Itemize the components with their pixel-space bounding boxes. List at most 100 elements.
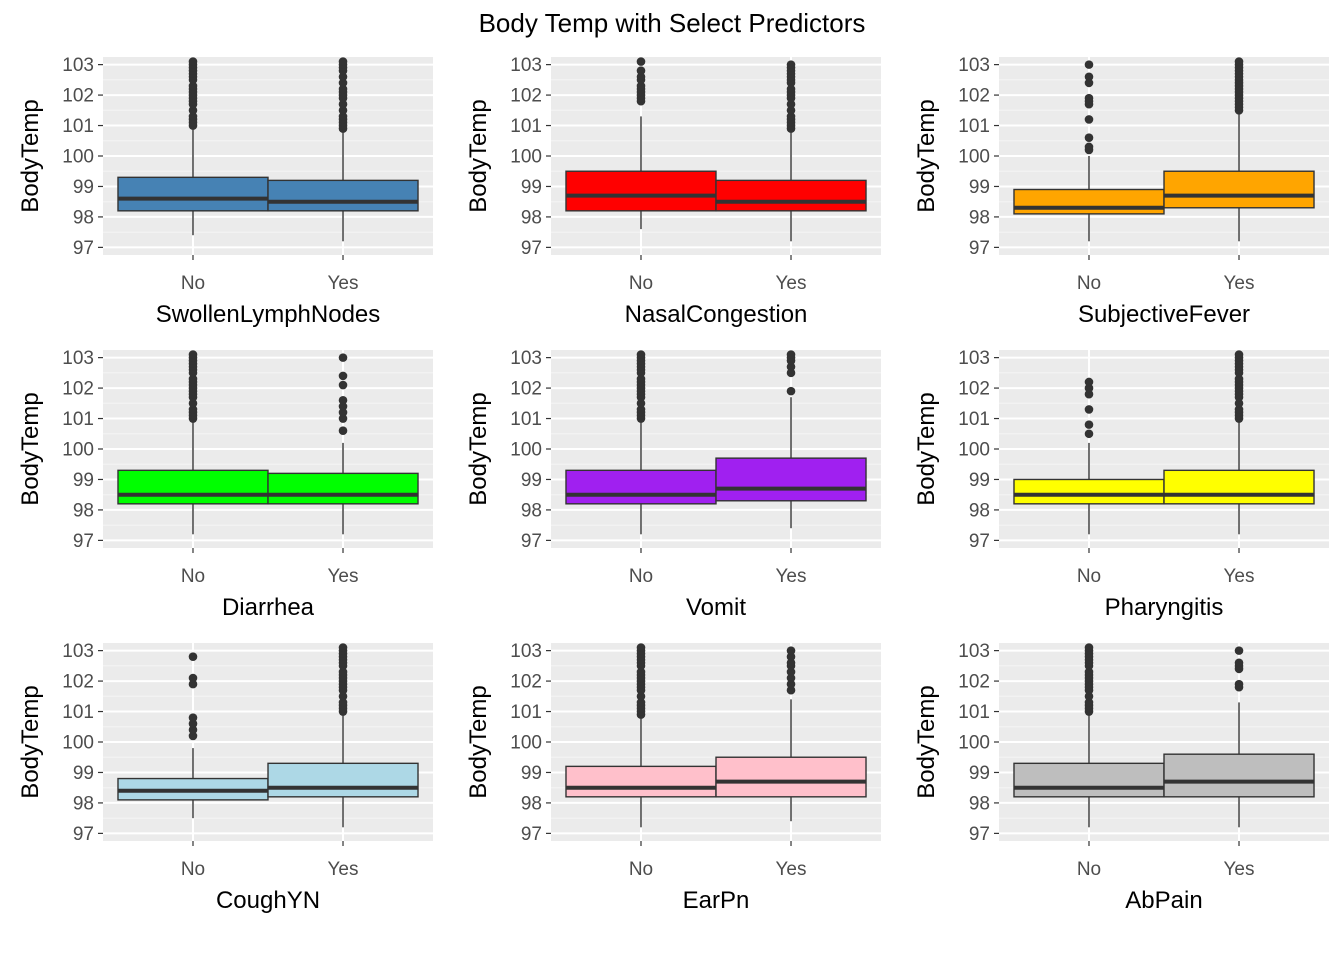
x-axis-title: Vomit: [686, 594, 746, 621]
y-tick-label: 101: [62, 409, 94, 430]
y-tick-label: 101: [958, 409, 990, 430]
x-axis-title: Pharyngitis: [1105, 594, 1224, 621]
outlier-point: [1084, 142, 1094, 152]
outlier-point: [1084, 692, 1094, 701]
y-tick-label: 101: [62, 702, 94, 723]
outlier-point: [338, 353, 348, 362]
outlier-point: [636, 374, 646, 384]
y-tick-label: 101: [510, 409, 542, 430]
y-tick-label: 99: [521, 470, 542, 491]
box-iqr: [565, 765, 717, 798]
box-Diarrhea-Yes: [267, 353, 419, 535]
x-axis-title: AbPain: [1125, 887, 1202, 914]
x-tick-label: No: [181, 273, 205, 294]
outlier-point: [1084, 377, 1094, 387]
y-tick-label: 100: [62, 147, 94, 168]
x-tick-label: No: [1077, 859, 1101, 880]
outlier-point: [1084, 698, 1094, 707]
outlier-point: [1234, 350, 1244, 359]
outlier-point: [636, 692, 646, 701]
x-tick-label: Yes: [328, 273, 359, 294]
outlier-point: [786, 646, 796, 655]
outlier-point: [338, 426, 348, 436]
y-tick-label: 102: [510, 672, 542, 693]
outlier-point: [1234, 405, 1244, 414]
y-tick-label: 99: [969, 177, 990, 198]
y-tick-label: 100: [958, 147, 990, 168]
outlier-point: [786, 350, 796, 359]
panel-AbPain: 97 98 99 100 101 102 103 No Yes AbPain BodyTemp: [913, 641, 1329, 914]
outlier-point: [188, 81, 198, 91]
x-tick-label: Yes: [1224, 566, 1255, 587]
box-EarPn-No: [565, 643, 717, 828]
box-Vomit-No: [565, 350, 717, 535]
outlier-point: [1234, 658, 1244, 668]
y-tick-label: 102: [958, 672, 990, 693]
outlier-point: [338, 57, 348, 66]
box-AbPain-Yes: [1163, 646, 1315, 828]
x-tick-label: No: [181, 566, 205, 587]
box-iqr: [117, 176, 269, 212]
x-tick-label: No: [181, 859, 205, 880]
outlier-point: [1084, 643, 1094, 652]
outlier-point: [636, 72, 646, 82]
chart-title: Body Temp with Select Predictors: [479, 8, 866, 38]
outlier-point: [188, 112, 198, 121]
outlier-point: [1084, 667, 1094, 677]
outlier-point: [338, 380, 348, 390]
box-NasalCongestion-Yes: [715, 60, 867, 242]
y-tick-label: 97: [73, 238, 94, 259]
y-tick-label: 103: [62, 641, 94, 662]
box-SubjectiveFever-No: [1013, 60, 1165, 242]
outlier-point: [1234, 399, 1244, 408]
y-tick-label: 101: [958, 702, 990, 723]
x-axis-title: CoughYN: [216, 887, 320, 914]
y-axis-title: BodyTemp: [465, 685, 492, 798]
y-tick-label: 103: [958, 55, 990, 76]
outlier-point: [188, 713, 198, 722]
outlier-point: [636, 57, 646, 66]
outlier-point: [188, 679, 198, 689]
outlier-point: [188, 719, 198, 729]
y-tick-label: 102: [510, 86, 542, 107]
x-tick-label: Yes: [328, 859, 359, 880]
outlier-point: [188, 106, 198, 115]
outlier-point: [338, 692, 348, 701]
outlier-point: [338, 395, 348, 405]
outlier-point: [188, 405, 198, 414]
outlier-point: [1234, 646, 1244, 655]
outlier-point: [338, 698, 348, 707]
outlier-point: [636, 81, 646, 91]
outlier-point: [786, 60, 796, 69]
y-tick-label: 99: [969, 470, 990, 491]
x-tick-label: Yes: [328, 566, 359, 587]
y-tick-label: 98: [521, 500, 542, 521]
box-iqr: [565, 170, 717, 212]
y-tick-label: 97: [969, 531, 990, 552]
y-tick-label: 97: [521, 824, 542, 845]
y-tick-label: 97: [969, 238, 990, 259]
x-tick-label: No: [1077, 566, 1101, 587]
y-tick-label: 102: [958, 379, 990, 400]
outlier-point: [338, 112, 348, 121]
y-axis-title: BodyTemp: [17, 99, 44, 212]
y-tick-label: 100: [958, 440, 990, 461]
y-tick-label: 97: [73, 824, 94, 845]
box-iqr: [715, 457, 867, 502]
box-iqr: [1163, 170, 1315, 209]
y-axis-title: BodyTemp: [913, 99, 940, 212]
y-axis-title: BodyTemp: [913, 392, 940, 505]
outlier-point: [636, 66, 646, 76]
y-tick-label: 101: [958, 116, 990, 137]
outlier-point: [636, 698, 646, 707]
x-tick-label: No: [1077, 273, 1101, 294]
y-tick-label: 100: [510, 440, 542, 461]
y-tick-label: 98: [969, 793, 990, 814]
outlier-point: [338, 84, 348, 94]
outlier-point: [338, 667, 348, 677]
y-tick-label: 103: [510, 348, 542, 369]
y-tick-label: 97: [521, 238, 542, 259]
panel-grid: 97 98 99 100 101 102 103 No Yes SwollenLymphNodes…: [17, 55, 1329, 914]
x-axis-title: EarPn: [683, 887, 750, 914]
